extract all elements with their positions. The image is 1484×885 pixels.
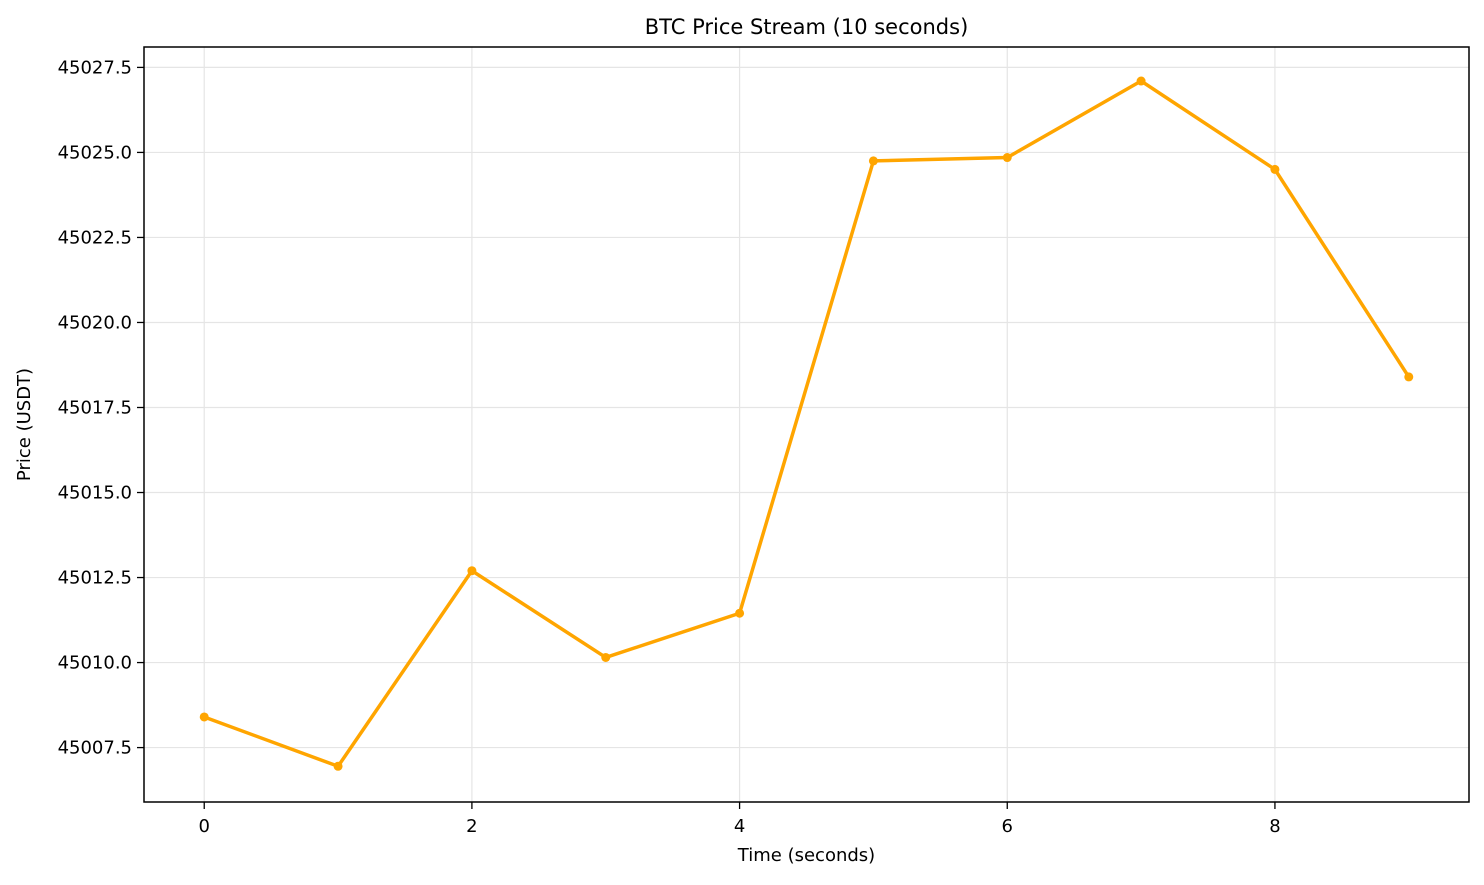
plot-frame <box>143 46 1470 803</box>
price-data-point <box>467 566 477 576</box>
x-tick-label: 8 <box>1269 816 1280 837</box>
price-data-point <box>868 156 878 166</box>
x-tick-label: 0 <box>199 816 210 837</box>
x-axis-ticks: 0 2 4 6 8 <box>199 802 1281 837</box>
y-tick-label: 45022.5 <box>58 227 132 248</box>
y-tick-label: 45017.5 <box>58 397 132 418</box>
y-tick-label: 45010.0 <box>58 653 132 674</box>
price-data-point <box>735 608 745 618</box>
y-tick-label: 45012.5 <box>58 568 132 589</box>
y-tick-label: 45020.0 <box>58 312 132 333</box>
y-axis-label: Price (USDT) <box>14 368 35 481</box>
x-tick-label: 2 <box>466 816 477 837</box>
y-tick-label: 45007.5 <box>58 738 132 759</box>
price-data-point <box>1404 372 1414 382</box>
price-data-point <box>1136 76 1146 86</box>
price-data-point <box>601 652 611 662</box>
x-tick-label: 4 <box>734 816 745 837</box>
x-tick-label: 6 <box>1002 816 1013 837</box>
series-layer <box>199 76 1414 771</box>
y-tick-label: 45027.5 <box>58 57 132 78</box>
x-axis-label: Time (seconds) <box>737 845 875 866</box>
y-axis-ticks: 45007.5 45010.0 45012.5 45015.0 45017.5 45020… <box>58 57 144 759</box>
price-data-point <box>199 712 209 722</box>
y-tick-label: 45025.0 <box>58 142 132 163</box>
price-series-line <box>202 79 1411 769</box>
chart-title: BTC Price Stream (10 seconds) <box>645 15 969 39</box>
price-data-point <box>1002 153 1012 163</box>
y-tick-label: 45015.0 <box>58 483 132 504</box>
price-data-point <box>333 761 343 771</box>
price-data-point <box>1270 164 1280 174</box>
